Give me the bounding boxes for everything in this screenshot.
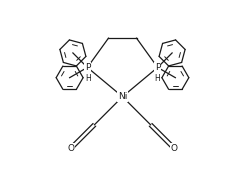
Text: O: O [67,144,74,153]
Text: H: H [85,74,91,83]
Text: O: O [171,144,178,153]
Text: P: P [155,63,160,72]
Text: Ni: Ni [118,92,127,101]
Text: H: H [154,74,160,83]
Text: P: P [85,63,90,72]
